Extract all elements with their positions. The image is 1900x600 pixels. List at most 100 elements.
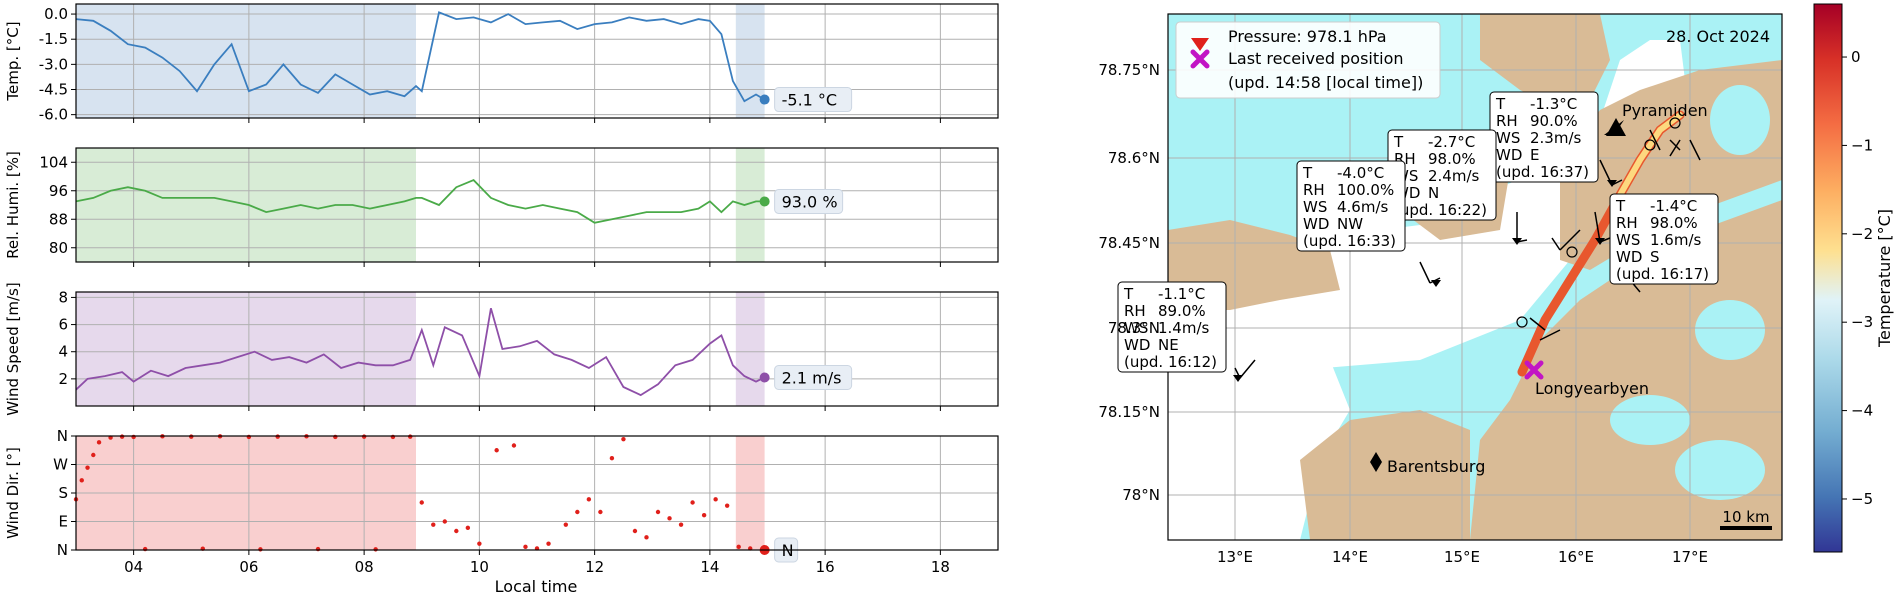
series-point (678, 522, 684, 527)
last-position-marker (1524, 360, 1544, 380)
panel-frame (75, 3, 999, 119)
series-line (75, 179, 765, 224)
last-value-label: -5.1 °C (782, 91, 837, 110)
north-land (1480, 14, 1610, 110)
station-value: NE (1158, 336, 1179, 354)
y-axis-label: Rel. Humi. [%] (4, 151, 22, 259)
station-updated: (upd. 16:33) (1303, 232, 1396, 250)
series-point (546, 541, 551, 546)
station-value: 89.0% (1158, 302, 1206, 320)
series-point (419, 500, 424, 505)
series-point (454, 528, 459, 534)
station-box-5: T -1.1°C RH 89.0% WS 1.4m/s WD NE(upd. 16:12) (1117, 281, 1227, 373)
station-key: WD (1303, 215, 1329, 233)
lon-tick-label: 14°E (1332, 548, 1368, 566)
series-point (431, 522, 436, 527)
station-value: 1.6m/s (1650, 231, 1702, 249)
station-key: T (1393, 133, 1404, 151)
series-point (575, 509, 580, 515)
colorbar-tick-label: 0 (1851, 48, 1861, 66)
colorbar-tick-label: −2 (1851, 225, 1873, 243)
station-value: -4.0°C (1337, 164, 1384, 182)
place-pyramiden: Pyramiden (1622, 101, 1708, 120)
station-box-4: T -1.4°C RH 98.0% WS 1.6m/s WD S(upd. 16:17) (1609, 193, 1719, 285)
station-value: E (1530, 146, 1539, 164)
colorbar-tick-label: −4 (1851, 402, 1873, 420)
lon-tick-label: 13°E (1217, 548, 1253, 566)
series-point (724, 503, 730, 508)
lon-tick-label: 17°E (1672, 548, 1708, 566)
station-value: 100.0% (1337, 181, 1394, 199)
y-tick-label: 80 (49, 239, 68, 257)
series-point (598, 509, 603, 515)
series-point (511, 443, 517, 448)
station-key: WS (1496, 129, 1520, 147)
x-tick-label: 10 (470, 558, 489, 576)
map-panel: Pyramiden Longyearbyen Barentsburg 28. O… (1098, 3, 1894, 566)
colorbar: 0 −1 −2 −3 −4 −5 Temperature [°C] (1813, 3, 1894, 553)
x-axis-label: Local time (495, 577, 578, 596)
lat-tick-label: 78.75°N (1098, 61, 1160, 79)
y-tick-label: -4.5 (39, 81, 68, 99)
x-tick-label: 08 (355, 558, 374, 576)
station-value: 90.0% (1530, 112, 1578, 130)
y-tick-label: N (57, 541, 68, 559)
place-barentsburg: Barentsburg (1387, 457, 1485, 476)
series-point (523, 544, 528, 550)
last-value-box (774, 188, 844, 214)
station-value: -2.7°C (1428, 133, 1475, 151)
y-axis-label: Wind Dir. [°] (4, 447, 22, 539)
station-value: 98.0% (1650, 214, 1698, 232)
map-frame (1167, 13, 1783, 541)
series-point (373, 547, 378, 552)
station-value: 2.3m/s (1530, 129, 1582, 147)
station-value: N (1428, 184, 1439, 202)
panel-frame (75, 291, 999, 407)
station-markers (1233, 180, 1617, 382)
station-key: T (1302, 164, 1313, 182)
station-value: NW (1337, 215, 1363, 233)
y-tick-label: 2 (58, 370, 68, 388)
panel-1: 0.0 -1.5 -3.0 -4.5 -6.0 -5.1 °C Temp. [°C] (4, 3, 999, 124)
colorbar-label: Temperature [°C] (1875, 209, 1894, 348)
x-tick-label: 12 (585, 558, 604, 576)
station-updated: (upd. 16:12) (1124, 353, 1217, 371)
series-point (258, 547, 263, 552)
series-point (690, 500, 695, 505)
series-point (494, 448, 499, 453)
barentsburg-land (1300, 410, 1470, 540)
legend-update: (upd. 14:58 [local time]) (1228, 73, 1423, 92)
y-tick-label: S (58, 484, 68, 502)
lat-tick-label: 78.6°N (1108, 149, 1160, 167)
glacier-2 (1695, 300, 1765, 360)
station-key: T (1615, 197, 1626, 215)
last-value-dot (759, 372, 770, 383)
last-value-dot (759, 196, 770, 207)
glacier-4 (1710, 85, 1770, 155)
shaded-period (76, 292, 416, 406)
map-date: 28. Oct 2024 (1666, 27, 1770, 46)
y-tick-label: 6 (58, 316, 68, 334)
y-tick-label: -1.5 (39, 30, 68, 48)
colorbar-gradient (1813, 3, 1843, 553)
series-point (361, 434, 367, 439)
x-tick-label: 04 (124, 558, 143, 576)
series-point (408, 434, 413, 439)
legend-position-marker (1190, 49, 1210, 69)
station-value: -1.3°C (1530, 95, 1577, 113)
y-tick-label: N (57, 427, 68, 445)
pyramiden-triangle (1606, 118, 1626, 136)
series-point (713, 497, 718, 502)
y-axis-label: Wind Speed [m/s] (4, 282, 22, 415)
y-tick-label: W (53, 456, 68, 474)
glacier-1 (1610, 395, 1690, 445)
pressure-marker (1191, 38, 1209, 51)
station-key: WS (1303, 198, 1327, 216)
series-point (119, 434, 125, 439)
last-value-box (774, 87, 853, 113)
barentsburg-marker (1370, 452, 1382, 472)
last-value-dot (759, 94, 770, 105)
x-tick-label: 06 (239, 558, 258, 576)
